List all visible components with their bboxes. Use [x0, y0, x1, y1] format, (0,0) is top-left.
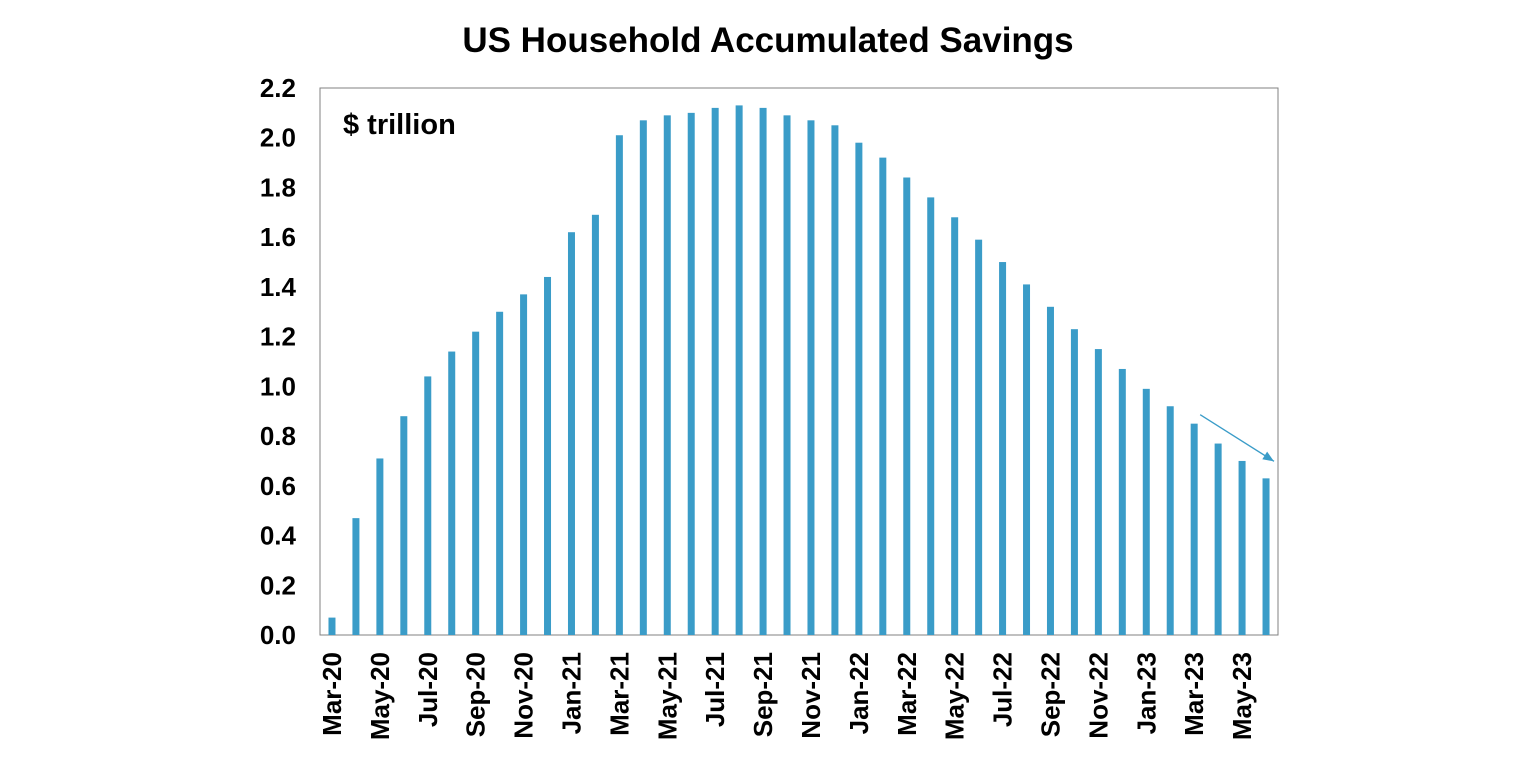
x-tick-label: Mar-20 [317, 652, 347, 736]
bar-dec-22 [1118, 368, 1126, 635]
bar-may-21 [663, 115, 671, 636]
x-tick-label: May-21 [652, 652, 682, 740]
bar-may-22 [951, 217, 959, 636]
bar-mar-22 [903, 177, 911, 635]
bar-oct-21 [783, 115, 791, 636]
bar-jul-20 [424, 376, 432, 635]
bar-jun-21 [687, 112, 695, 636]
bar-jan-23 [1142, 388, 1150, 635]
plot-area-frame [319, 87, 1279, 636]
x-tick-label: Jan-23 [1131, 652, 1161, 734]
bar-oct-20 [496, 311, 504, 635]
x-tick-label: Mar-22 [892, 652, 922, 736]
x-tick-label: May-20 [365, 652, 395, 740]
bar-feb-23 [1166, 406, 1174, 635]
x-tick-label: Sep-22 [1035, 652, 1065, 737]
trend-arrow [1199, 414, 1275, 462]
bar-sep-22 [1046, 306, 1054, 635]
y-tick-label: 0.0 [260, 620, 296, 650]
bar-aug-22 [1023, 284, 1031, 635]
bar-may-20 [376, 458, 384, 635]
bar-apr-20 [352, 518, 360, 635]
trend-arrow-line [1199, 414, 1275, 462]
y-tick-label: 0.6 [260, 471, 296, 501]
bar-jul-22 [999, 262, 1007, 635]
bar-apr-21 [639, 120, 647, 635]
bar-aug-20 [448, 351, 456, 635]
x-tick-label: Jul-22 [988, 652, 1018, 727]
bar-mar-23 [1190, 423, 1198, 635]
x-tick-label: Jul-21 [700, 652, 730, 727]
x-tick-label: May-22 [940, 652, 970, 740]
y-tick-label: 1.2 [260, 322, 296, 352]
trend-arrow-head [1262, 451, 1275, 462]
x-tick-label: Mar-23 [1179, 652, 1209, 736]
bar-aug-21 [735, 105, 743, 635]
y-tick-label: 1.0 [260, 371, 296, 401]
x-tick-label: May-23 [1227, 652, 1257, 740]
chart-title: US Household Accumulated Savings [462, 21, 1073, 60]
bar-mar-21 [615, 135, 623, 636]
bar-jun-22 [975, 239, 983, 636]
x-tick-label: Mar-21 [604, 652, 634, 736]
x-tick-label: Nov-20 [509, 652, 539, 739]
y-tick-label: 0.8 [260, 421, 296, 451]
bar-dec-21 [831, 125, 839, 636]
bar-feb-22 [879, 157, 887, 635]
bar-oct-22 [1070, 329, 1078, 635]
bar-apr-22 [927, 197, 935, 635]
x-tick-label: Nov-22 [1083, 652, 1113, 739]
bar-dec-20 [544, 276, 552, 635]
x-tick-label: Jan-22 [844, 652, 874, 734]
x-tick-label: Jan-21 [556, 652, 586, 734]
y-tick-label: 1.8 [260, 172, 296, 202]
bar-nov-20 [520, 294, 528, 635]
y-tick-label: 2.0 [260, 123, 296, 153]
bar-series [328, 105, 1270, 636]
y-tick-label: 1.6 [260, 222, 296, 252]
bar-jul-21 [711, 107, 719, 635]
y-axis: 0.0 0.2 0.4 0.6 0.8 1.0 1.2 1.4 1.6 1.8 2.0 2.2 [260, 73, 297, 650]
bar-apr-23 [1214, 443, 1222, 635]
bar-jan-21 [567, 232, 575, 635]
bar-jun-23 [1262, 478, 1270, 635]
x-tick-label: Sep-21 [748, 652, 778, 737]
bar-sep-21 [759, 107, 767, 635]
bar-nov-22 [1094, 349, 1102, 635]
x-tick-label: Sep-20 [461, 652, 491, 737]
unit-label: $ trillion [343, 109, 456, 141]
x-axis: Mar-20 May-20 Jul-20 Sep-20 Nov-20 Jan-21 Mar-… [317, 652, 1257, 740]
bar-sep-20 [472, 331, 480, 635]
x-tick-label: Jul-20 [413, 652, 443, 727]
bar-may-23 [1238, 460, 1246, 635]
bar-jun-20 [400, 416, 408, 635]
bar-jan-22 [855, 142, 863, 635]
y-tick-label: 1.4 [260, 272, 297, 302]
bar-mar-20 [328, 617, 336, 635]
x-tick-label: Nov-21 [796, 652, 826, 739]
y-tick-label: 0.2 [260, 570, 296, 600]
y-tick-label: 0.4 [260, 521, 297, 551]
bar-nov-21 [807, 120, 815, 635]
y-tick-label: 2.2 [260, 73, 296, 103]
bar-feb-21 [591, 214, 599, 636]
